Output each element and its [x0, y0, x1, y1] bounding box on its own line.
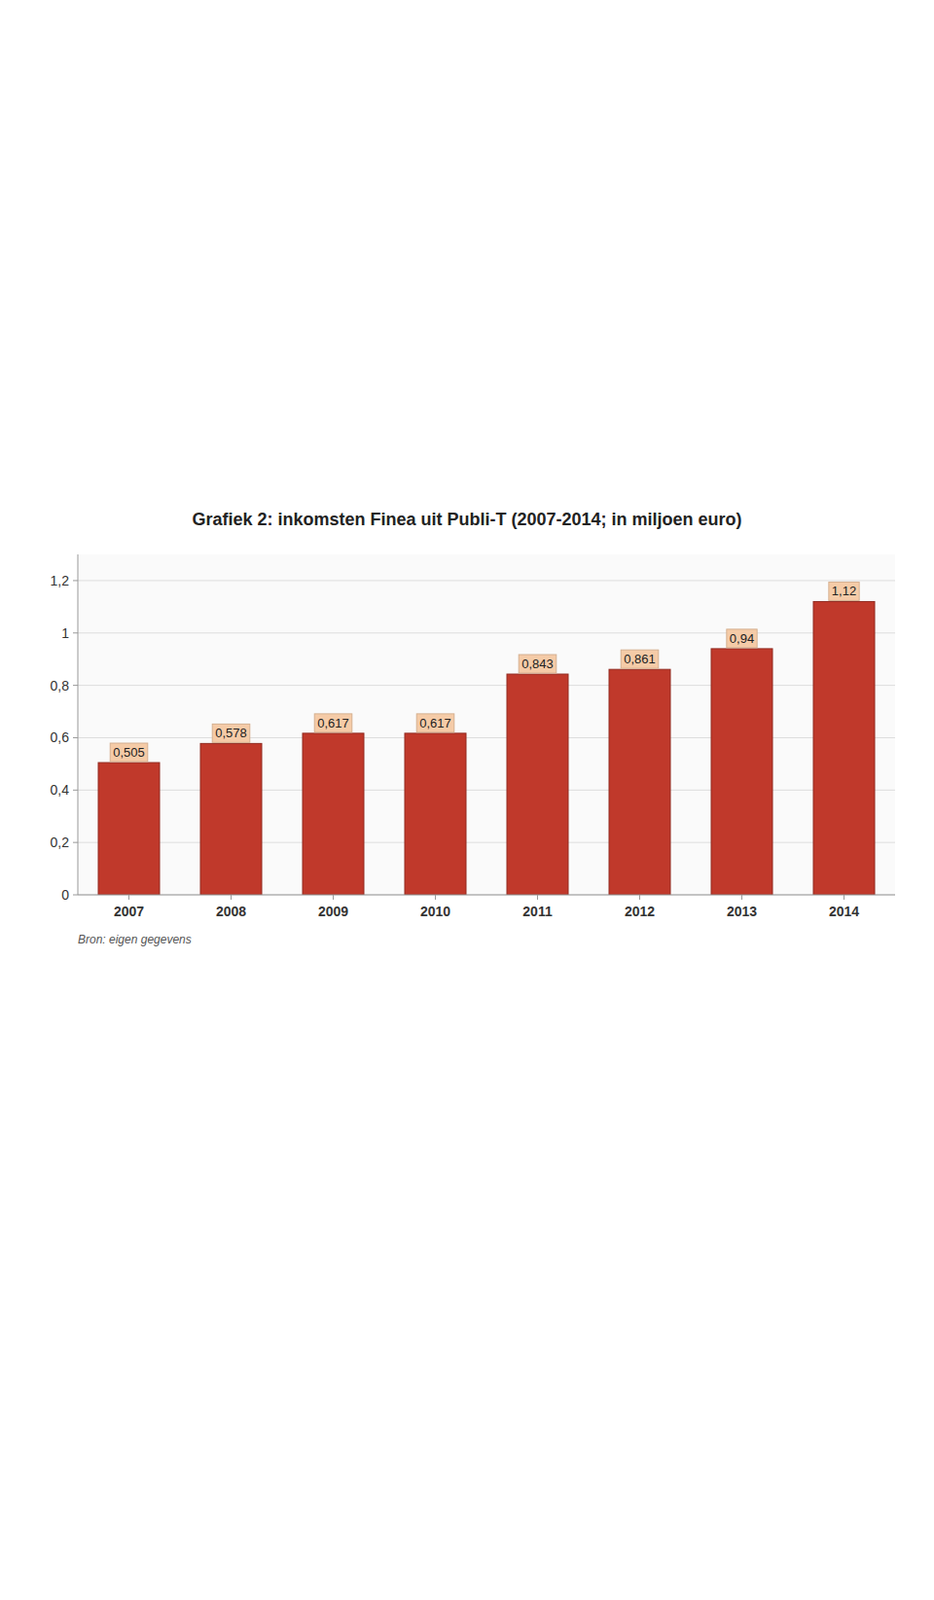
data-label-box [109, 743, 148, 762]
data-label: 0,578 [215, 725, 248, 741]
y-tick [72, 684, 78, 686]
bar [98, 762, 160, 896]
x-tick-label: 2009 [318, 903, 349, 920]
bar [711, 648, 773, 896]
y-tick-label: 0 [61, 887, 70, 903]
bar [200, 743, 262, 896]
grid-line [77, 632, 896, 634]
x-tick-label: 2008 [215, 903, 247, 920]
bar [506, 674, 569, 896]
bar [404, 733, 467, 896]
x-tick [332, 895, 334, 900]
y-tick [72, 579, 78, 581]
data-label: 0,861 [623, 651, 656, 667]
y-tick [72, 790, 78, 791]
y-tick [72, 842, 78, 844]
x-tick-label: 2007 [113, 903, 144, 920]
source-note: Bron: eigen gegevens [77, 933, 192, 947]
x-tick-label: 2013 [726, 903, 757, 920]
data-label-box [314, 714, 353, 733]
data-label: 0,617 [317, 716, 350, 731]
y-tick-label: 0,8 [50, 678, 71, 694]
y-tick-label: 1 [61, 625, 70, 642]
y-tick-label: 0,4 [50, 782, 71, 798]
plot-background [77, 554, 896, 896]
x-tick [434, 895, 436, 900]
y-axis [77, 554, 79, 896]
x-tick [537, 895, 539, 900]
bar [302, 733, 364, 896]
bars [98, 601, 875, 896]
bar [813, 601, 875, 896]
y-tick-label: 0,6 [50, 729, 71, 746]
title: Grafiek 2: inkomsten Finea uit Publi-T (… [191, 509, 742, 530]
data-label-box [416, 714, 455, 733]
x-axis [77, 895, 896, 897]
y-tick-label: 0,2 [50, 834, 71, 851]
x-tick-label: 2010 [420, 903, 451, 920]
data-label: 0,843 [521, 656, 554, 672]
data-label: 1,12 [831, 583, 857, 599]
data-label: 0,505 [112, 745, 145, 760]
data-label-box [620, 649, 659, 669]
x-tick-label: 2012 [624, 903, 655, 920]
x-tick [741, 895, 743, 900]
x-tick-label: 2014 [828, 903, 860, 920]
x-tick [843, 895, 845, 900]
x-tick [230, 895, 232, 900]
bar [609, 669, 671, 896]
data-label: 0,617 [419, 716, 452, 731]
data-label-box [518, 654, 557, 674]
y-tick [72, 632, 78, 634]
x-tick [639, 895, 641, 900]
y-tick [72, 895, 78, 897]
chart-svg: Grafiek 2: inkomsten Finea uit Publi-T (… [0, 0, 934, 1600]
y-tick-label: 1,2 [50, 573, 71, 589]
data-label-box [828, 581, 860, 601]
y-tick [72, 737, 78, 739]
x-tick-label: 2011 [522, 903, 553, 920]
data-label-box [212, 723, 251, 743]
data-label: 0,94 [729, 631, 755, 647]
data-labels: 0,505 0,578 0,617 0,617 0,843 0,861 0,94 1,12 [109, 581, 860, 762]
grid-line [77, 895, 896, 897]
grid-line [77, 579, 896, 581]
x-tick [128, 895, 130, 900]
data-label-box [726, 629, 757, 648]
chart-container: Grafiek 2: inkomsten Finea uit Publi-T (… [0, 0, 934, 1600]
